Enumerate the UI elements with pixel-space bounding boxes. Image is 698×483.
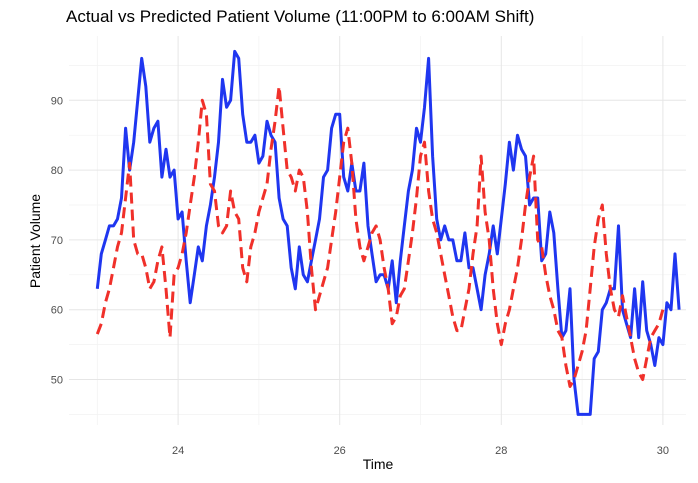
- y-tick-label: 60: [51, 305, 63, 317]
- chart-title: Actual vs Predicted Patient Volume (11:0…: [66, 7, 534, 26]
- y-tick-label: 80: [51, 165, 63, 177]
- actual-series-line: [95, 49, 681, 416]
- x-tick-label: 30: [657, 445, 669, 457]
- predicted-series-line: [95, 84, 665, 388]
- y-tick-label: 70: [51, 235, 63, 247]
- y-axis-ticks: 50 60 70 80 90: [51, 95, 63, 386]
- y-axis-title: Patient Volume: [27, 194, 43, 288]
- x-axis-title: Time: [363, 456, 394, 472]
- series-group: [95, 49, 681, 416]
- y-tick-label: 50: [51, 375, 63, 387]
- x-tick-label: 24: [172, 445, 184, 457]
- x-tick-label: 28: [495, 445, 507, 457]
- y-tick-label: 90: [51, 95, 63, 107]
- x-axis-ticks: 24 26 28 30: [172, 445, 669, 457]
- x-tick-label: 26: [334, 445, 346, 457]
